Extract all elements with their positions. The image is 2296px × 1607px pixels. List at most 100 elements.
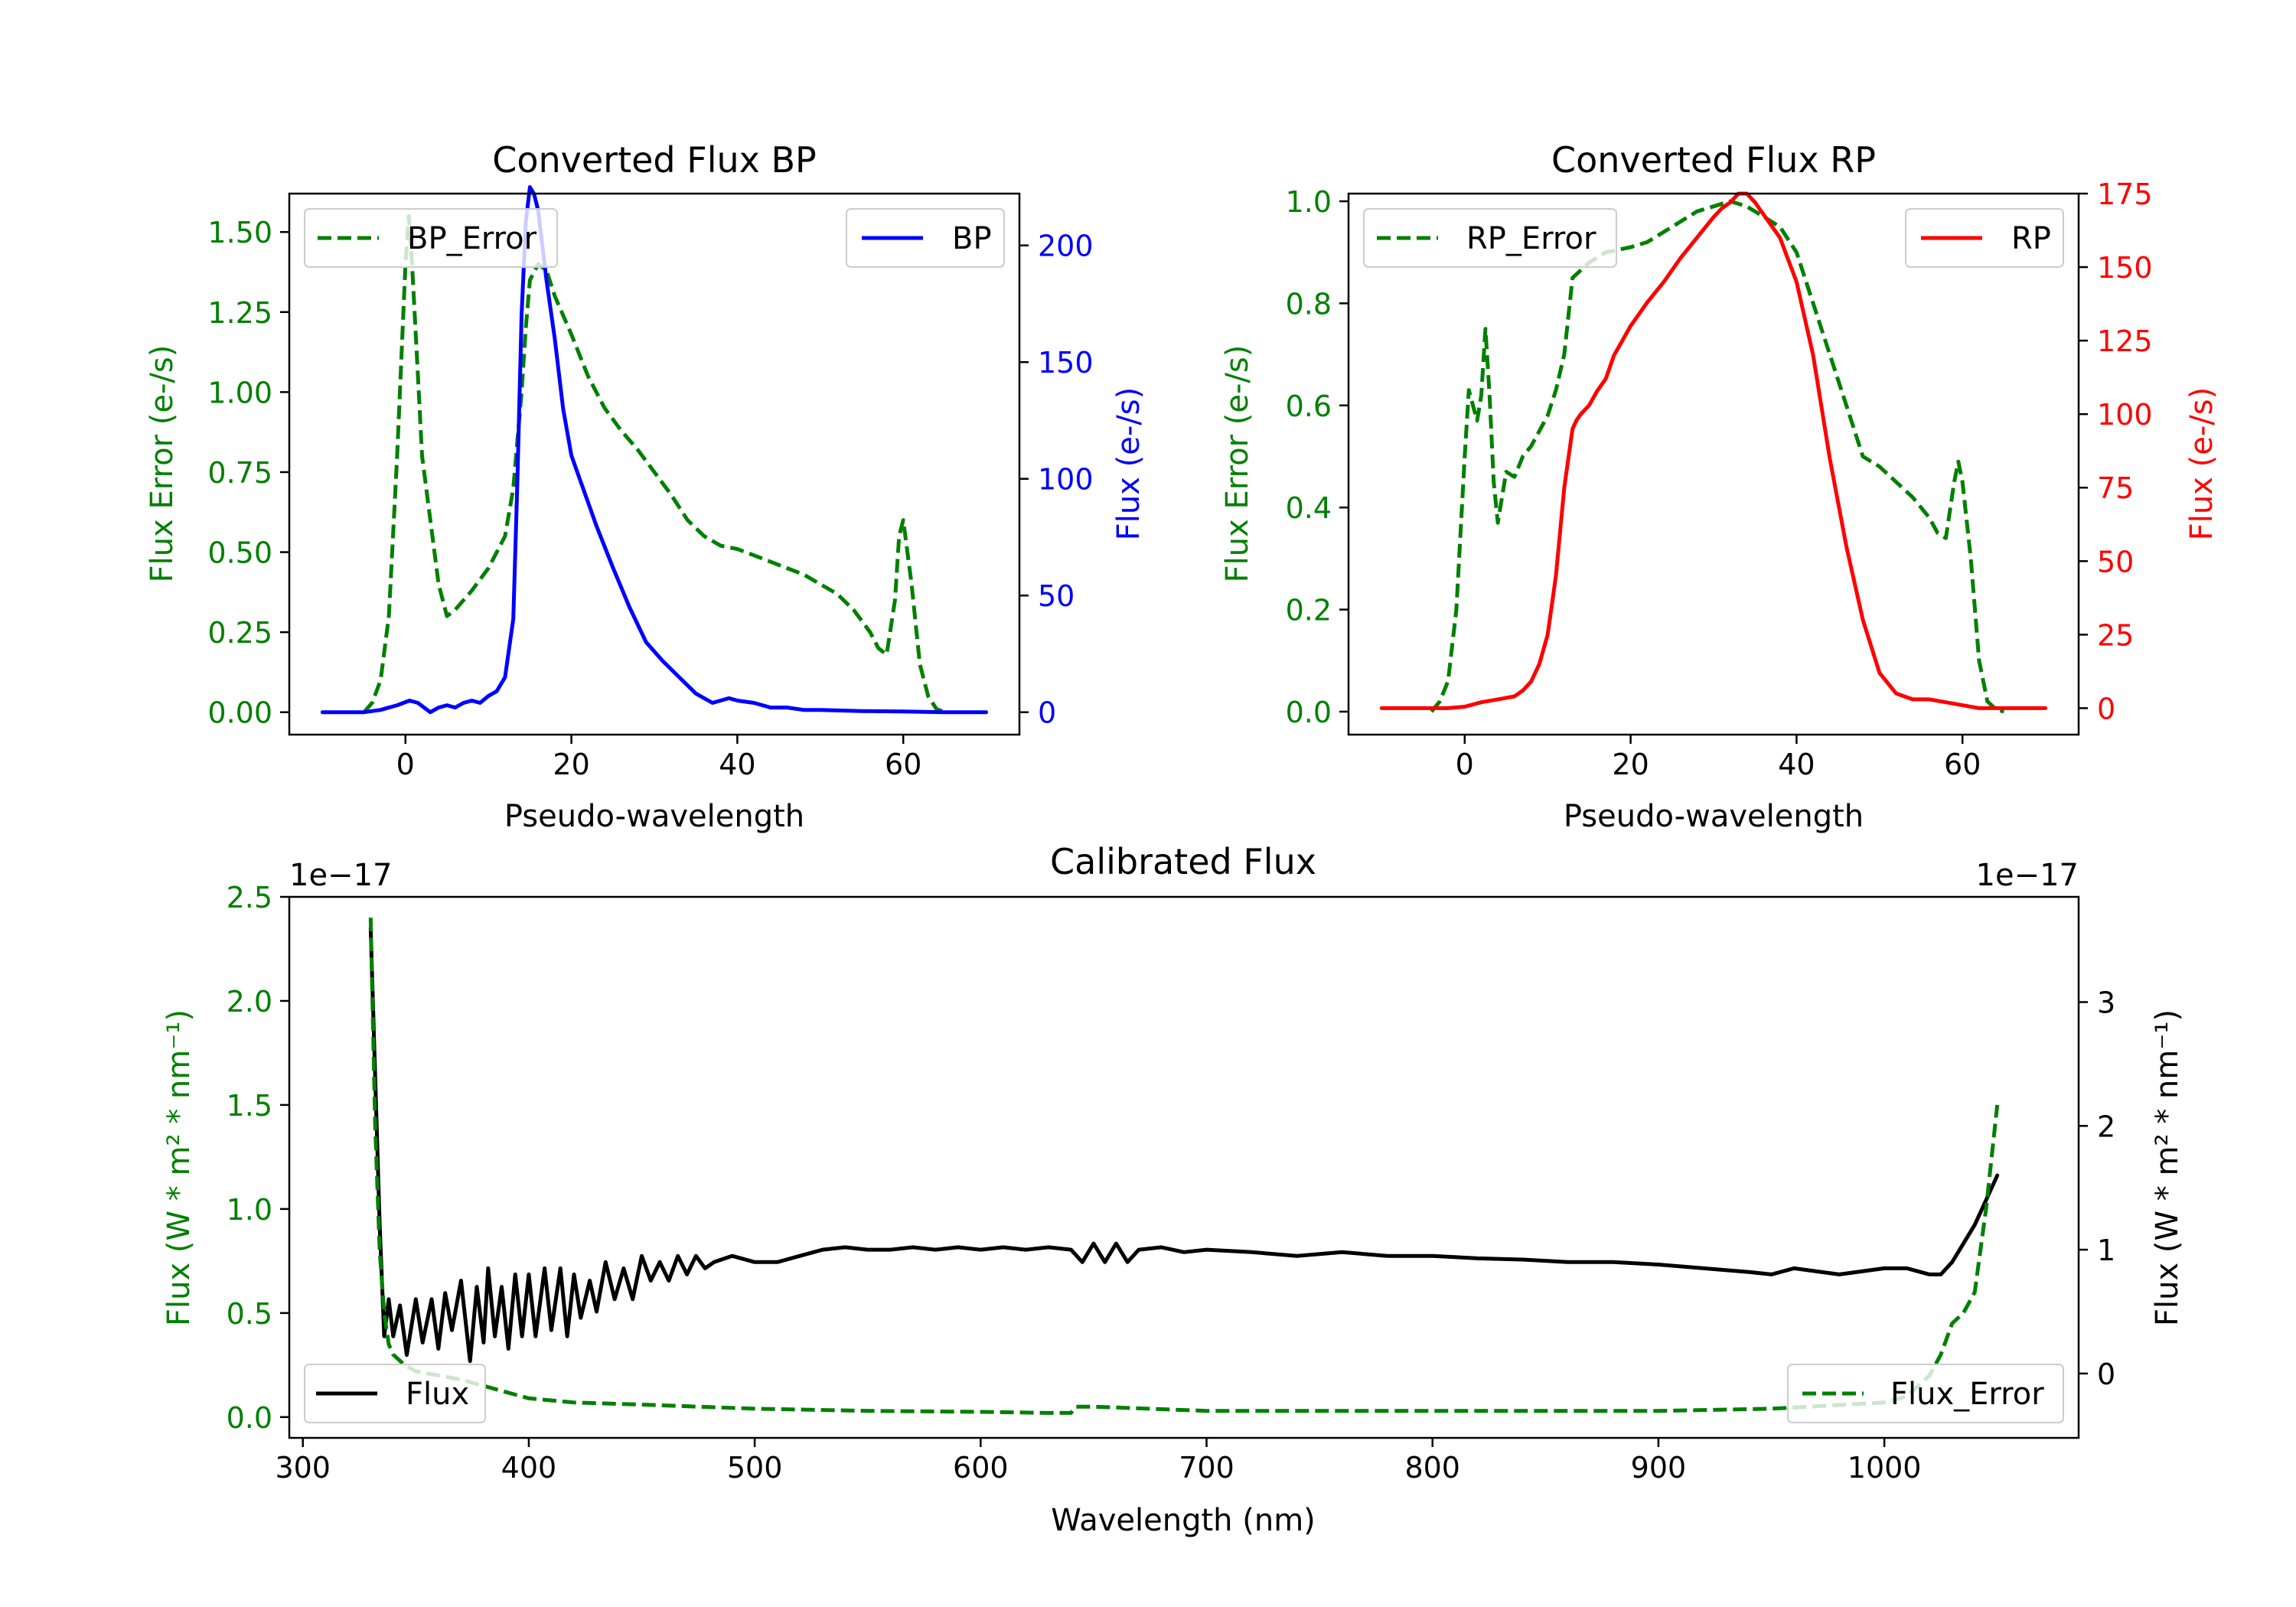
x-tick-label: 0 — [396, 748, 415, 781]
right-y-tick-label: 1 — [2097, 1234, 2115, 1267]
legend-label: BP_Error — [407, 221, 537, 256]
x-tick-label: 20 — [553, 748, 589, 781]
left-y-tick-label: 0.00 — [207, 696, 272, 730]
left-y-tick-label: 1.0 — [227, 1193, 272, 1227]
left-y-tick-label: 2.5 — [227, 881, 272, 914]
right-y-axis-label: Flux (e-/s) — [2184, 387, 2219, 540]
x-tick-label: 1000 — [1848, 1451, 1922, 1485]
left-y-tick-label: 1.00 — [207, 376, 272, 409]
x-tick-label: 60 — [1944, 748, 1981, 781]
x-tick-label: 900 — [1631, 1451, 1687, 1485]
left-y-tick-label: 1.5 — [227, 1089, 272, 1123]
series-flux — [368, 925, 2000, 1364]
series-line-flux — [368, 925, 2000, 1364]
bp-subplot: Converted Flux BP 0 20 40 60 0.000.250.500.… — [145, 139, 1146, 834]
left-y-tick-label: 0.4 — [1286, 491, 1332, 525]
left-y-tick-label: 0.6 — [1286, 390, 1332, 423]
legend-rp-error: RP_Error — [1363, 208, 1617, 268]
right-y-tick-label: 0 — [1038, 696, 1056, 730]
right-y-axis-label: Flux (e-/s) — [1111, 387, 1146, 540]
plot-area — [320, 185, 989, 715]
x-ticks: 0 20 40 60 — [1456, 735, 1981, 781]
x-axis-label: Pseudo-wavelength — [504, 799, 804, 834]
right-y-tick-label: 150 — [2097, 251, 2153, 285]
series-bp-error — [362, 214, 946, 715]
left-y-tick-label: 0.75 — [207, 456, 272, 490]
left-y-ticks: 0.0 0.2 0.4 0.6 0.8 1.0 — [1286, 185, 1349, 729]
legend-label: RP_Error — [1466, 221, 1596, 256]
legend-frame — [1363, 208, 1617, 268]
x-axis-label: Pseudo-wavelength — [1564, 799, 1864, 834]
series-rp-error — [1430, 199, 2005, 714]
right-y-tick-label: 25 — [2097, 618, 2134, 652]
left-y-ticks: 0.00 0.25 0.50 0.75 1.00 1.25 1.50 — [207, 216, 289, 730]
legend-label: Flux_Error — [1890, 1377, 2044, 1412]
left-y-axis-label: Flux (W * m² * nm⁻¹) — [161, 1009, 197, 1326]
right-y-tick-label: 0 — [2097, 1358, 2115, 1391]
left-y-tick-label: 1.50 — [207, 216, 272, 249]
chart-title: Calibrated Flux — [1050, 841, 1316, 882]
right-y-tick-label: 0 — [2097, 692, 2115, 725]
legend-label: BP — [952, 221, 992, 256]
series-line-bp — [320, 185, 989, 715]
legend-label: Flux — [406, 1377, 469, 1412]
axes-frame — [288, 192, 1021, 736]
left-y-tick-label: 0.8 — [1286, 287, 1332, 321]
axes-frame — [288, 895, 2080, 1439]
left-y-tick-label: 0.2 — [1286, 594, 1332, 627]
right-y-tick-label: 200 — [1038, 230, 1094, 263]
right-y-tick-label: 125 — [2097, 324, 2153, 358]
right-y-tick-label: 3 — [2097, 986, 2115, 1020]
series-line-rp — [1379, 191, 2048, 710]
left-y-tick-label: 0.0 — [227, 1401, 272, 1435]
x-tick-label: 400 — [501, 1451, 557, 1485]
legend-label: RP — [2011, 221, 2051, 256]
plot-area — [1379, 191, 2048, 714]
left-y-axis-label: Flux Error (e-/s) — [145, 345, 180, 583]
right-y-tick-label: 150 — [1038, 346, 1094, 380]
right-y-ticks: 0 50 100 150 200 — [1019, 230, 1094, 730]
right-y-tick-label: 100 — [2097, 398, 2153, 432]
right-y-ticks: 0 25 50 75 100 125 150 175 — [2079, 178, 2153, 725]
rp-subplot: Converted Flux RP 0 20 40 60 0.00.20.40.60.… — [1220, 139, 2219, 834]
legend-frame — [304, 208, 558, 268]
series-line-bp-error — [362, 214, 946, 715]
series-bp — [320, 185, 989, 715]
x-tick-label: 20 — [1612, 748, 1649, 781]
x-tick-label: 60 — [885, 748, 921, 781]
legend-frame — [1787, 1364, 2064, 1423]
right-y-axis-label: Flux (W * m² * nm⁻¹) — [2150, 1009, 2185, 1326]
legend-bp-error: BP_Error — [304, 208, 558, 268]
axes-frame — [1347, 192, 2080, 736]
x-tick-label: 40 — [719, 748, 755, 781]
x-ticks: 300 400 500 600 700 800 900 1000 — [275, 1438, 1921, 1485]
x-tick-label: 40 — [1778, 748, 1815, 781]
left-y-tick-label: 0.25 — [207, 616, 272, 650]
x-tick-label: 500 — [727, 1451, 783, 1485]
left-y-tick-label: 0.50 — [207, 536, 272, 570]
x-tick-label: 600 — [953, 1451, 1009, 1485]
legend-frame — [1905, 208, 2064, 268]
series-rp — [1379, 191, 2048, 710]
x-ticks: 0 20 40 60 — [396, 735, 921, 781]
left-y-axis-label: Flux Error (e-/s) — [1220, 345, 1255, 583]
calibrated-subplot: Calibrated Flux 1e−17 1e−17 300 400 500 600… — [161, 841, 2185, 1538]
legend-flux: Flux — [304, 1364, 486, 1423]
left-y-tick-label: 1.0 — [1286, 185, 1332, 219]
right-y-tick-label: 50 — [1038, 579, 1075, 613]
left-y-tick-label: 0.0 — [1286, 696, 1332, 729]
x-tick-label: 300 — [275, 1451, 331, 1485]
left-y-tick-label: 1.25 — [207, 296, 272, 330]
chart-title: Converted Flux RP — [1551, 139, 1876, 181]
left-offset-label: 1e−17 — [289, 858, 392, 893]
right-offset-label: 1e−17 — [1976, 858, 2079, 893]
right-y-tick-label: 100 — [1038, 463, 1094, 497]
right-y-ticks: 0 1 2 3 — [2079, 986, 2115, 1391]
chart-title: Converted Flux BP — [492, 139, 817, 181]
x-tick-label: 0 — [1456, 748, 1474, 781]
left-y-tick-label: 2.0 — [227, 985, 272, 1019]
left-y-tick-label: 0.5 — [227, 1297, 272, 1331]
x-tick-label: 700 — [1179, 1451, 1234, 1485]
legend-flux-error: Flux_Error — [1787, 1364, 2064, 1423]
